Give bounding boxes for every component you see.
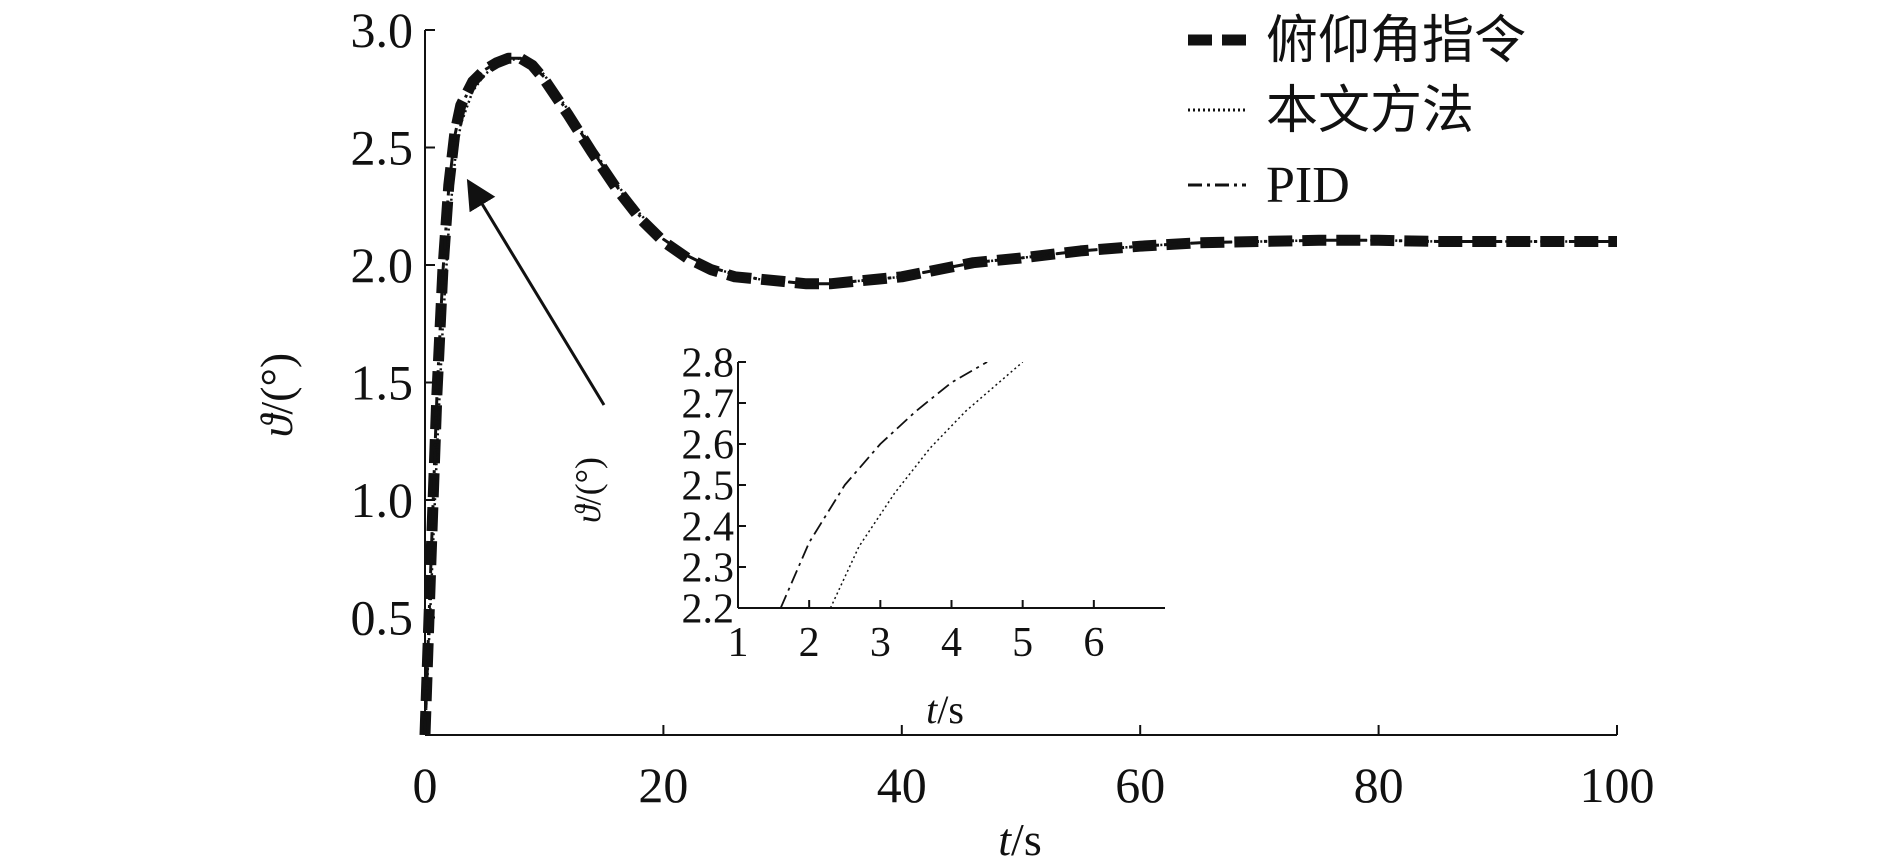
inset-y-tick-label: 2.2 [682, 586, 735, 632]
inset-y-tick-label: 2.7 [682, 381, 735, 427]
inset-x-tick-label: 4 [941, 620, 962, 666]
legend-label-command: 俯仰角指令 [1266, 13, 1526, 70]
inset-x-tick-label: 1 [728, 620, 749, 666]
inset-y-tick-label: 2.6 [682, 422, 735, 468]
main-y-tick-label: 1.5 [351, 355, 414, 411]
inset-x-tick-label: 3 [870, 620, 891, 666]
main-x-axis-label: t/s [998, 814, 1041, 865]
main-x-tick-label: 40 [877, 757, 927, 813]
main-y-axis-label-unit: /(°) [251, 353, 302, 415]
inset-plot: 1 2 3 4 5 6 2.22.32.42.52.62.72.8 t/s ϑ/(°) [568, 340, 1165, 732]
main-x-tick-label: 20 [638, 757, 688, 813]
inset-ticks: 1 2 3 4 5 6 2.22.32.42.52.62.72.8 [682, 340, 1105, 666]
inset-series-line-0 [779, 362, 988, 608]
inset-x-axis-label: t/s [926, 687, 964, 732]
main-x-tick-label: 0 [413, 757, 438, 813]
main-y-tick-label: 2.5 [351, 120, 414, 176]
main-x-tick-label: 80 [1354, 757, 1404, 813]
inset-axes [737, 362, 1165, 609]
inset-y-tick-label: 2.4 [682, 504, 735, 550]
legend-label-proposed: 本文方法 [1266, 83, 1474, 140]
main-y-axis-label-symbol: ϑ [251, 412, 302, 437]
main-y-tick-label: 1.0 [351, 472, 414, 528]
inset-y-axis-label: ϑ/(°) [568, 457, 608, 523]
main-series-line-2 [423, 56, 1617, 736]
main-ticks: 0 20 40 60 80 100 0.5 1.0 1.5 2.0 2.5 3.0 [351, 2, 1655, 813]
inset-y-tick-label: 2.8 [682, 340, 735, 386]
inset-series [779, 362, 1024, 608]
main-y-axis-label: ϑ/(°) [251, 353, 302, 437]
inset-x-tick-label: 5 [1012, 620, 1033, 666]
main-x-axis-label-unit: /s [1011, 814, 1042, 865]
main-x-tick-label: 60 [1115, 757, 1165, 813]
main-y-tick-label: 0.5 [351, 590, 414, 646]
main-series-line-1 [423, 56, 1617, 736]
main-series [419, 52, 1617, 736]
legend-label-pid: PID [1266, 157, 1350, 214]
inset-x-axis-label-unit: /s [937, 687, 964, 732]
inset-y-tick-label: 2.3 [682, 545, 735, 591]
main-x-tick-label: 100 [1580, 757, 1655, 813]
inset-y-tick-label: 2.5 [682, 463, 735, 509]
inset-x-axis-label-var: t [926, 687, 938, 732]
annotation-arrow [466, 178, 606, 406]
legend: 俯仰角指令 本文方法 PID [1188, 13, 1526, 214]
main-y-tick-label: 3.0 [351, 2, 414, 58]
inset-x-tick-label: 2 [799, 620, 820, 666]
inset-x-tick-label: 6 [1083, 620, 1104, 666]
arrow-line [466, 178, 606, 406]
inset-y-axis-label-unit: /(°) [568, 457, 608, 505]
main-y-tick-label: 2.0 [351, 237, 414, 293]
inset-series-line-1 [829, 362, 1024, 608]
inset-y-axis-label-symbol: ϑ [568, 503, 608, 523]
main-x-axis-label-var: t [998, 814, 1012, 865]
